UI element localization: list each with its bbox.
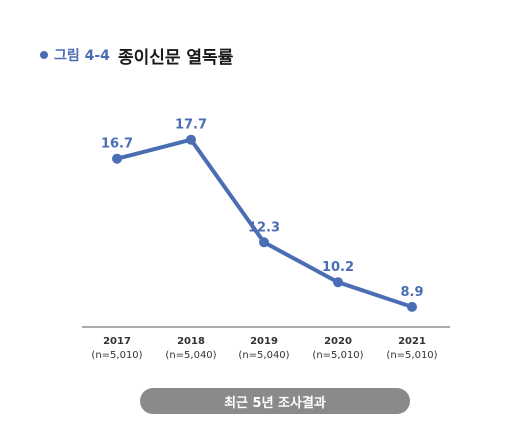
figure-header: 그림 4-4 종이신문 열독률 — [40, 40, 233, 70]
x-tick-sample-size: (n=5,010) — [91, 350, 142, 361]
x-tick-year: 2021 — [398, 336, 426, 347]
data-points — [112, 134, 417, 312]
x-tick-year: 2017 — [103, 336, 131, 347]
data-point — [112, 153, 122, 164]
caption-pill: 최근 5년 조사결과 — [140, 388, 410, 414]
value-labels: 16.7 17.7 12.3 10.2 8.9 — [101, 118, 424, 300]
data-point — [186, 134, 196, 145]
value-label: 16.7 — [101, 137, 133, 152]
x-tick-sample-size: (n=5,010) — [386, 350, 437, 361]
bullet-icon — [40, 51, 48, 59]
x-tick-sample-size: (n=5,040) — [165, 350, 216, 361]
x-tick-year: 2020 — [324, 336, 352, 347]
data-point — [407, 301, 417, 312]
value-label: 8.9 — [400, 285, 423, 300]
chart-title: 종이신문 열독률 — [117, 47, 234, 68]
value-label: 17.7 — [175, 118, 207, 133]
data-point — [259, 237, 269, 248]
value-label: 12.3 — [248, 220, 280, 235]
data-point — [333, 277, 343, 288]
x-tick-labels: 2017 (n=5,010) 2018 (n=5,040) 2019 (n=5,040) 2… — [91, 336, 437, 361]
x-tick-sample-size: (n=5,040) — [238, 350, 289, 361]
value-label: 10.2 — [322, 260, 354, 275]
x-tick-sample-size: (n=5,010) — [312, 350, 363, 361]
figure-label: 그림 4-4 — [54, 48, 110, 64]
x-tick-year: 2018 — [177, 336, 205, 347]
x-tick-year: 2019 — [250, 336, 278, 347]
